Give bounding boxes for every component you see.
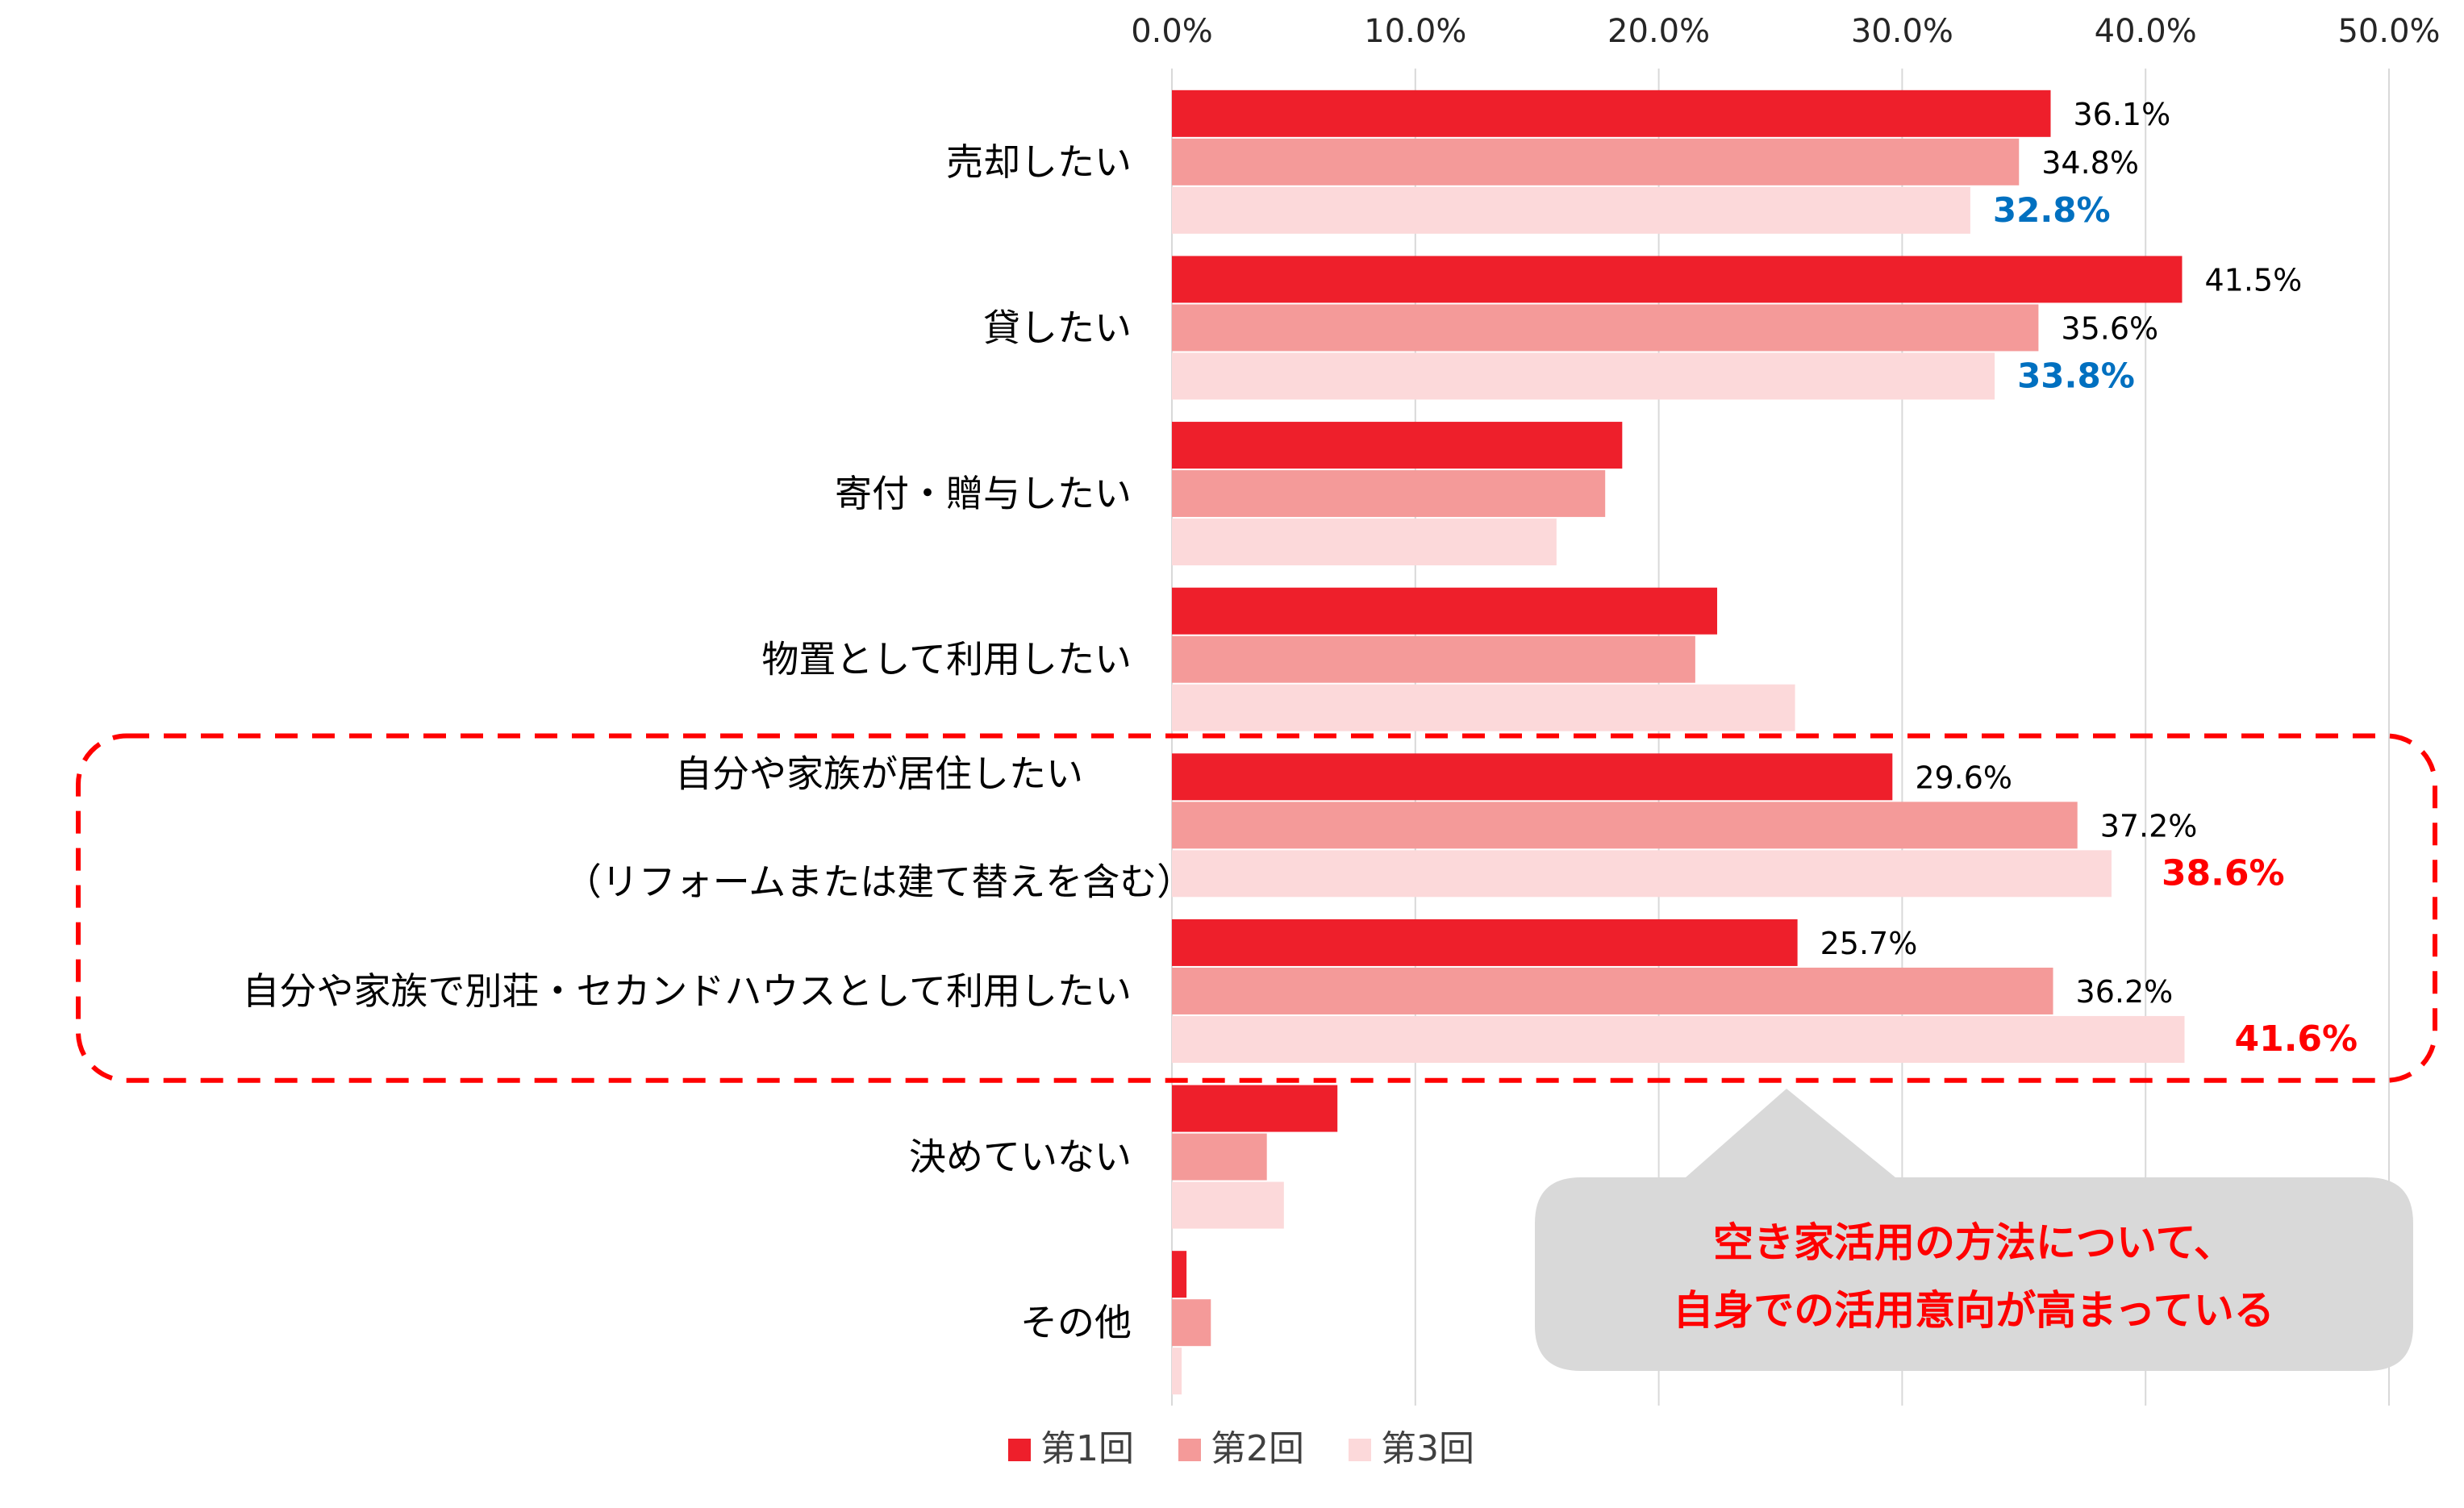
category-label: 貸したい bbox=[983, 306, 1132, 349]
legend-label: 第1回 bbox=[1040, 1428, 1134, 1469]
bar-series-1 bbox=[1172, 1085, 1338, 1132]
bar-series-2 bbox=[1172, 138, 2020, 185]
category-label: 自分や家族で別荘・セカンドハウスとして利用したい bbox=[242, 969, 1132, 1013]
data-label: 35.6% bbox=[2061, 310, 2158, 346]
bar-series-3 bbox=[1172, 1348, 1182, 1395]
x-tick-label: 30.0% bbox=[1851, 13, 1953, 50]
callout-box bbox=[1535, 1089, 2413, 1371]
legend-swatch bbox=[1008, 1439, 1031, 1461]
category-label: その他 bbox=[1020, 1301, 1132, 1344]
data-label: 41.6% bbox=[2234, 1019, 2358, 1060]
data-label: 29.6% bbox=[1915, 760, 2012, 795]
x-tick-label: 50.0% bbox=[2337, 13, 2440, 50]
bar-series-3 bbox=[1172, 850, 2112, 898]
x-tick-label: 40.0% bbox=[2095, 13, 2197, 50]
bar-series-1 bbox=[1172, 256, 2183, 303]
x-tick-label: 0.0% bbox=[1131, 13, 1213, 50]
callout: 空き家活用の方法について、自身での活用意向が高まっている bbox=[1535, 1089, 2413, 1371]
data-label: 41.5% bbox=[2204, 262, 2302, 298]
legend-swatch bbox=[1178, 1439, 1201, 1461]
bar-series-2 bbox=[1172, 304, 2039, 352]
bar-series-1 bbox=[1172, 587, 1718, 635]
bar-series-2 bbox=[1172, 1133, 1267, 1181]
category-label: 決めていない bbox=[909, 1135, 1132, 1179]
data-label: 36.1% bbox=[2073, 97, 2170, 132]
data-label: 34.8% bbox=[2041, 145, 2139, 181]
category-label-sub: （リフォームまたは建て替えを含む） bbox=[565, 860, 1194, 903]
category-label: 売却したい bbox=[946, 140, 1132, 184]
category-label: 物置として利用したい bbox=[761, 638, 1132, 681]
data-label: 38.6% bbox=[2162, 852, 2285, 894]
data-label: 36.2% bbox=[2076, 974, 2174, 1010]
bar-series-3 bbox=[1172, 186, 1970, 234]
bar-series-2 bbox=[1172, 470, 1606, 518]
bar-series-3 bbox=[1172, 684, 1795, 731]
bar-series-2 bbox=[1172, 802, 2078, 849]
data-label: 37.2% bbox=[2100, 808, 2198, 844]
category-label: 自分や家族が居住したい bbox=[675, 752, 1083, 795]
data-label: 33.8% bbox=[2017, 356, 2135, 395]
data-label: 25.7% bbox=[1820, 926, 1918, 961]
bar-series-2 bbox=[1172, 1299, 1211, 1347]
highlight-box bbox=[76, 733, 2437, 1083]
bar-series-2 bbox=[1172, 635, 1695, 683]
category-label: 寄付・贈与したい bbox=[835, 472, 1132, 515]
x-tick-label: 20.0% bbox=[1607, 13, 1710, 50]
legend-swatch bbox=[1349, 1439, 1371, 1461]
bar-series-3 bbox=[1172, 1015, 2185, 1063]
bar-series-3 bbox=[1172, 1181, 1284, 1229]
legend-label: 第2回 bbox=[1211, 1428, 1304, 1469]
bar-series-1 bbox=[1172, 753, 1893, 801]
bar-series-2 bbox=[1172, 967, 2053, 1014]
data-label: 32.8% bbox=[1993, 190, 2111, 230]
bar-series-3 bbox=[1172, 519, 1557, 566]
callout-text: 自身での活用意向が高まっている bbox=[1673, 1287, 2274, 1334]
bar-series-3 bbox=[1172, 352, 1995, 400]
bar-series-1 bbox=[1172, 90, 2051, 137]
x-tick-label: 10.0% bbox=[1364, 13, 1466, 50]
callout-text: 空き家活用の方法について、 bbox=[1713, 1219, 2234, 1266]
bar-series-1 bbox=[1172, 1251, 1187, 1298]
legend-label: 第3回 bbox=[1381, 1428, 1474, 1469]
bar-series-1 bbox=[1172, 422, 1623, 469]
bar-series-1 bbox=[1172, 919, 1798, 966]
